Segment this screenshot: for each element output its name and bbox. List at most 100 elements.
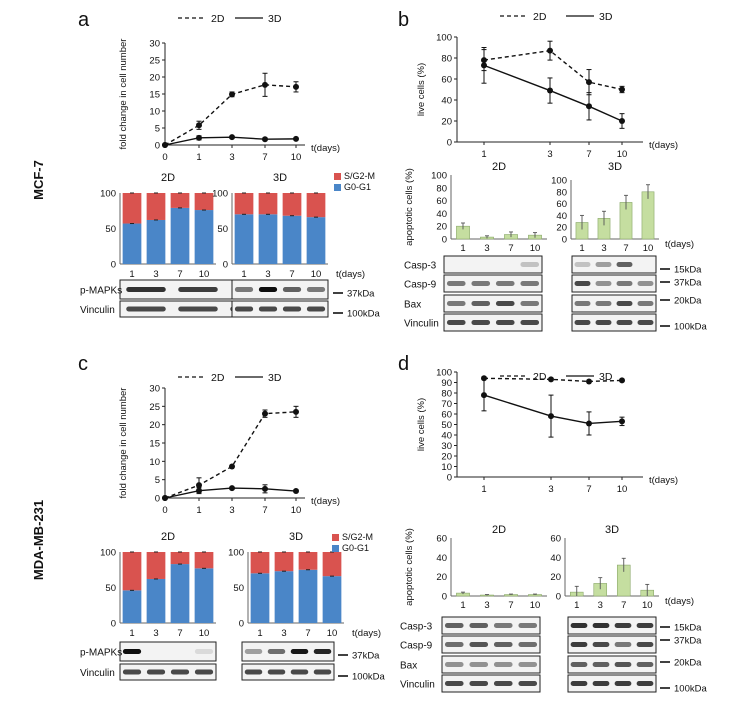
bar-g0-g1 bbox=[322, 576, 342, 623]
y-tick-label: 80 bbox=[556, 187, 567, 198]
kda-layer: 37kDa100kDa37kDa100kDa15kDa37kDa20kDa100… bbox=[333, 265, 707, 695]
blot-box bbox=[443, 255, 543, 274]
blot-d-3d-casp3 bbox=[567, 616, 657, 635]
x-axis-label: t(days) bbox=[311, 496, 340, 507]
y-tick-label: 20 bbox=[550, 572, 561, 583]
protein-label: Vinculin bbox=[400, 680, 435, 691]
protein-band bbox=[592, 642, 610, 647]
y-tick-label: 60 bbox=[441, 410, 452, 421]
legend-label: 2D bbox=[533, 371, 547, 383]
x-tick-label: 10 bbox=[530, 243, 541, 254]
bar-s-g2-m bbox=[170, 193, 190, 208]
panel-letter-c: c bbox=[78, 353, 88, 375]
x-tick-label: 3 bbox=[484, 600, 489, 611]
c_cycle_2d-chart: 2D 0 50 100 1 3 7 10 bbox=[100, 531, 216, 639]
blot-box bbox=[443, 274, 543, 293]
y-tick-label: 15 bbox=[149, 439, 160, 450]
protein-band bbox=[469, 681, 489, 686]
y-tick-label: 10 bbox=[441, 462, 452, 473]
y-tick-label: 40 bbox=[556, 211, 567, 222]
y-tick-label: 0 bbox=[223, 260, 228, 271]
x-tick-label: 1 bbox=[129, 269, 134, 280]
protein-band bbox=[258, 287, 278, 292]
x-tick-label: 1 bbox=[196, 505, 201, 516]
x-tick-label: 7 bbox=[177, 628, 182, 639]
kda-20-d: 20kDa bbox=[674, 658, 702, 669]
series-line-2D bbox=[164, 411, 297, 499]
y-tick-label: 30 bbox=[149, 384, 160, 395]
data-point-2D bbox=[196, 482, 202, 489]
blot-d-2d-vinculin: Vinculin bbox=[400, 674, 541, 693]
protein-band bbox=[446, 320, 466, 325]
protein-label: Vinculin bbox=[80, 668, 115, 679]
a_cycle_3d-chart: 3D 0 50 100 1 3 7 10 t(days) S/G2-MG0-G1 bbox=[212, 171, 375, 280]
blot-box bbox=[443, 294, 543, 313]
protein-band bbox=[616, 281, 633, 286]
legend-label: G0-G1 bbox=[344, 182, 371, 192]
x-tick-label: 10 bbox=[291, 152, 302, 163]
bar-s-g2-m bbox=[322, 552, 342, 577]
x-tick-label: 3 bbox=[547, 149, 552, 160]
y-tick-label: 80 bbox=[441, 54, 452, 65]
data-point-2D bbox=[229, 463, 235, 470]
y-tick-label: 0 bbox=[239, 619, 244, 630]
protein-band bbox=[518, 642, 538, 647]
legend-label: G0-G1 bbox=[342, 543, 369, 553]
kda-20-b: 20kDa bbox=[674, 296, 702, 307]
blot-box bbox=[571, 274, 657, 293]
blot-c-2d-vinculin: Vinculin bbox=[80, 663, 217, 681]
x-tick-label: 7 bbox=[586, 484, 591, 495]
blot-box bbox=[567, 635, 657, 654]
protein-band bbox=[122, 649, 142, 654]
protein-band bbox=[495, 301, 515, 306]
x-tick-label: 10 bbox=[617, 484, 628, 495]
data-point-2D bbox=[262, 81, 268, 88]
bar-g0-g1 bbox=[194, 568, 214, 623]
y-axis-label: fold change in cell number bbox=[118, 388, 129, 499]
y-tick-label: 20 bbox=[441, 452, 452, 463]
bar-g0-g1 bbox=[282, 215, 302, 264]
y-tick-label: 50 bbox=[105, 224, 116, 235]
y-tick-label: 40 bbox=[436, 553, 447, 564]
blot-box bbox=[441, 674, 541, 693]
y-tick-label: 60 bbox=[436, 534, 447, 545]
protein-band bbox=[194, 649, 214, 654]
bar-s-g2-m bbox=[122, 552, 142, 591]
protein-band bbox=[574, 301, 591, 306]
legend-label: 3D bbox=[599, 11, 613, 23]
blot-box bbox=[567, 674, 657, 693]
data-point-3D bbox=[262, 485, 268, 492]
series-line-3D bbox=[483, 64, 623, 122]
data-point-2D bbox=[293, 83, 299, 90]
protein-band bbox=[574, 262, 591, 267]
protein-band bbox=[290, 649, 309, 654]
data-point-2D bbox=[548, 376, 554, 383]
y-tick-label: 40 bbox=[441, 96, 452, 107]
panel-letter-a: a bbox=[78, 9, 90, 31]
legend-swatch bbox=[334, 173, 341, 180]
protein-label: Casp-3 bbox=[400, 622, 433, 633]
protein-band bbox=[471, 281, 491, 286]
blots-layer: p-MAPKs Vinculin p-MAPKs Vinculin Casp-3 Casp… bbox=[80, 255, 657, 693]
protein-label: Bax bbox=[404, 300, 421, 311]
x-tick-label: 3 bbox=[229, 505, 234, 516]
x-tick-label: 1 bbox=[481, 484, 486, 495]
chart-title: 3D bbox=[289, 531, 303, 543]
protein-band bbox=[446, 281, 466, 286]
x-tick-label: 3 bbox=[598, 600, 603, 611]
y-tick-label: 0 bbox=[155, 494, 160, 505]
y-tick-label: 60 bbox=[441, 75, 452, 86]
x-tick-label: 1 bbox=[257, 628, 262, 639]
bar-g0-g1 bbox=[306, 217, 326, 264]
bar-g0-g1 bbox=[250, 573, 270, 623]
data-point-2D bbox=[293, 408, 299, 415]
chart-title: 2D bbox=[492, 161, 506, 173]
protein-band bbox=[595, 320, 612, 325]
protein-band bbox=[518, 662, 538, 667]
protein-band bbox=[493, 662, 513, 667]
x-tick-label: 0 bbox=[162, 152, 167, 163]
data-point-3D bbox=[586, 420, 592, 427]
bar-s-g2-m bbox=[194, 193, 214, 211]
data-point-2D bbox=[547, 47, 553, 54]
